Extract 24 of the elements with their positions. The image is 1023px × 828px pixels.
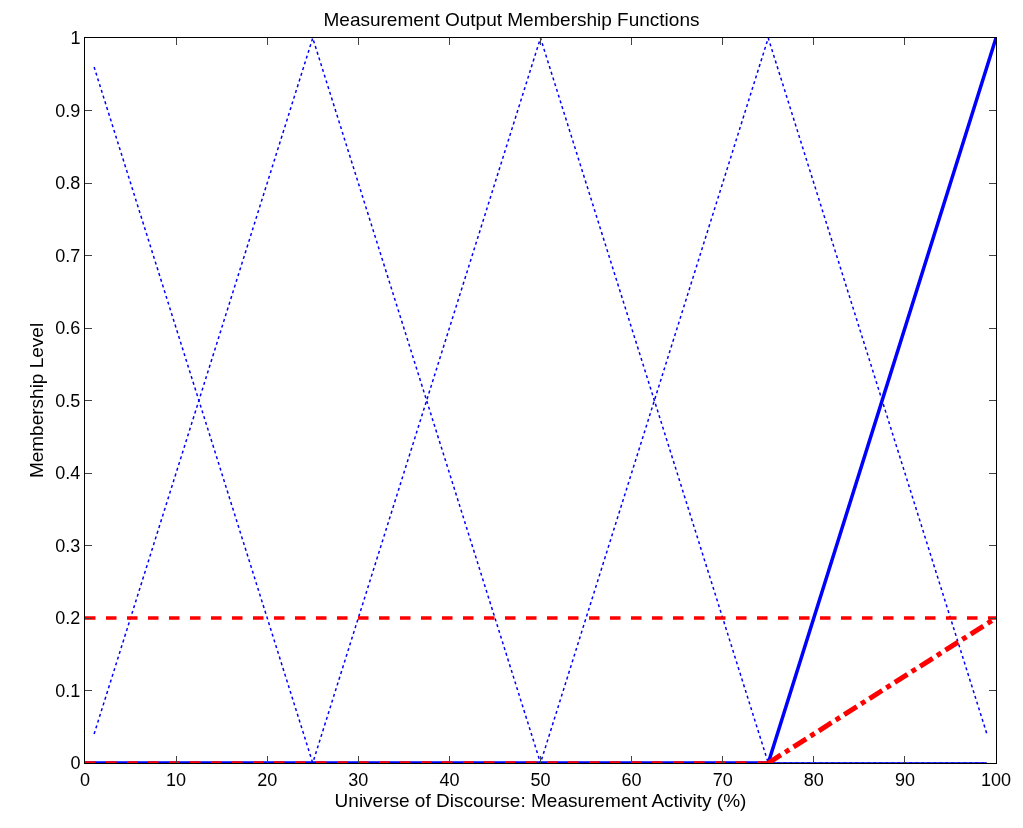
y-tick-label: 0.5 bbox=[55, 390, 81, 411]
y-tick-label: 0.2 bbox=[55, 608, 81, 629]
x-axis-title: Universe of Discourse: Measurement Activity (%) bbox=[334, 789, 747, 811]
y-tick-label: 0.6 bbox=[55, 318, 81, 339]
y-tick-label: 0.8 bbox=[55, 173, 81, 194]
y-tick-label: 0 bbox=[70, 753, 81, 774]
x-tick-label: 30 bbox=[348, 769, 369, 790]
y-tick-label: 0.3 bbox=[55, 535, 81, 556]
x-tick-label: 90 bbox=[894, 769, 915, 790]
y-axis-title: Membership Level bbox=[26, 322, 48, 479]
x-tick-label: 50 bbox=[530, 769, 551, 790]
y-tick-label: 1 bbox=[70, 28, 81, 49]
x-tick-label: 70 bbox=[712, 769, 733, 790]
x-tick-label: 80 bbox=[803, 769, 824, 790]
y-tick-label: 0.7 bbox=[55, 245, 81, 266]
x-tick-label: 10 bbox=[166, 769, 187, 790]
y-tick-label: 0.4 bbox=[55, 463, 81, 484]
y-tick-label: 0.1 bbox=[55, 680, 81, 701]
y-tick-label: 0.9 bbox=[55, 100, 81, 121]
x-tick-label: 20 bbox=[257, 769, 278, 790]
x-tick-label: 40 bbox=[439, 769, 460, 790]
x-tick-label: 100 bbox=[980, 769, 1012, 790]
x-tick-label: 60 bbox=[621, 769, 642, 790]
chart-title: Measurement Output Membership Functions bbox=[323, 8, 700, 30]
